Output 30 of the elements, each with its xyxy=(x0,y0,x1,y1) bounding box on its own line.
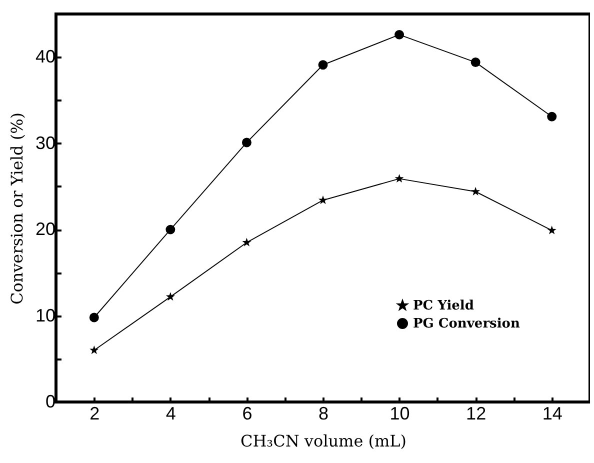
x-tick-label: 6 xyxy=(242,404,252,424)
x-tick-label: 8 xyxy=(318,404,329,424)
point xyxy=(89,312,99,322)
x-tick-label: 14 xyxy=(542,404,562,424)
x-tick-label: 4 xyxy=(166,404,176,424)
y-tick-label: 0 xyxy=(45,392,56,412)
legend-label: PC Yield xyxy=(413,298,474,314)
legend-label: PG Conversion xyxy=(413,316,520,332)
y-axis-title: Conversion or Yield (%) xyxy=(7,112,26,305)
point xyxy=(318,195,328,204)
point xyxy=(470,58,480,68)
point xyxy=(394,174,404,183)
point xyxy=(318,60,328,70)
point xyxy=(242,138,252,148)
point xyxy=(90,346,99,354)
y-tick-label: 40 xyxy=(35,46,56,67)
point xyxy=(394,30,404,40)
point xyxy=(242,238,252,246)
point xyxy=(166,292,175,301)
y-tick-label: 30 xyxy=(35,132,56,153)
x-tick-label: 10 xyxy=(390,404,410,424)
x-tick-label: 12 xyxy=(466,404,486,424)
point xyxy=(166,224,176,234)
x-axis-title: CH₃CN volume (mL) xyxy=(240,432,407,450)
point xyxy=(547,112,557,122)
x-tick-label: 2 xyxy=(90,404,100,424)
y-tick-label: 20 xyxy=(35,219,56,240)
point xyxy=(471,186,480,196)
y-tick-label: 10 xyxy=(35,305,56,326)
point xyxy=(547,226,556,234)
